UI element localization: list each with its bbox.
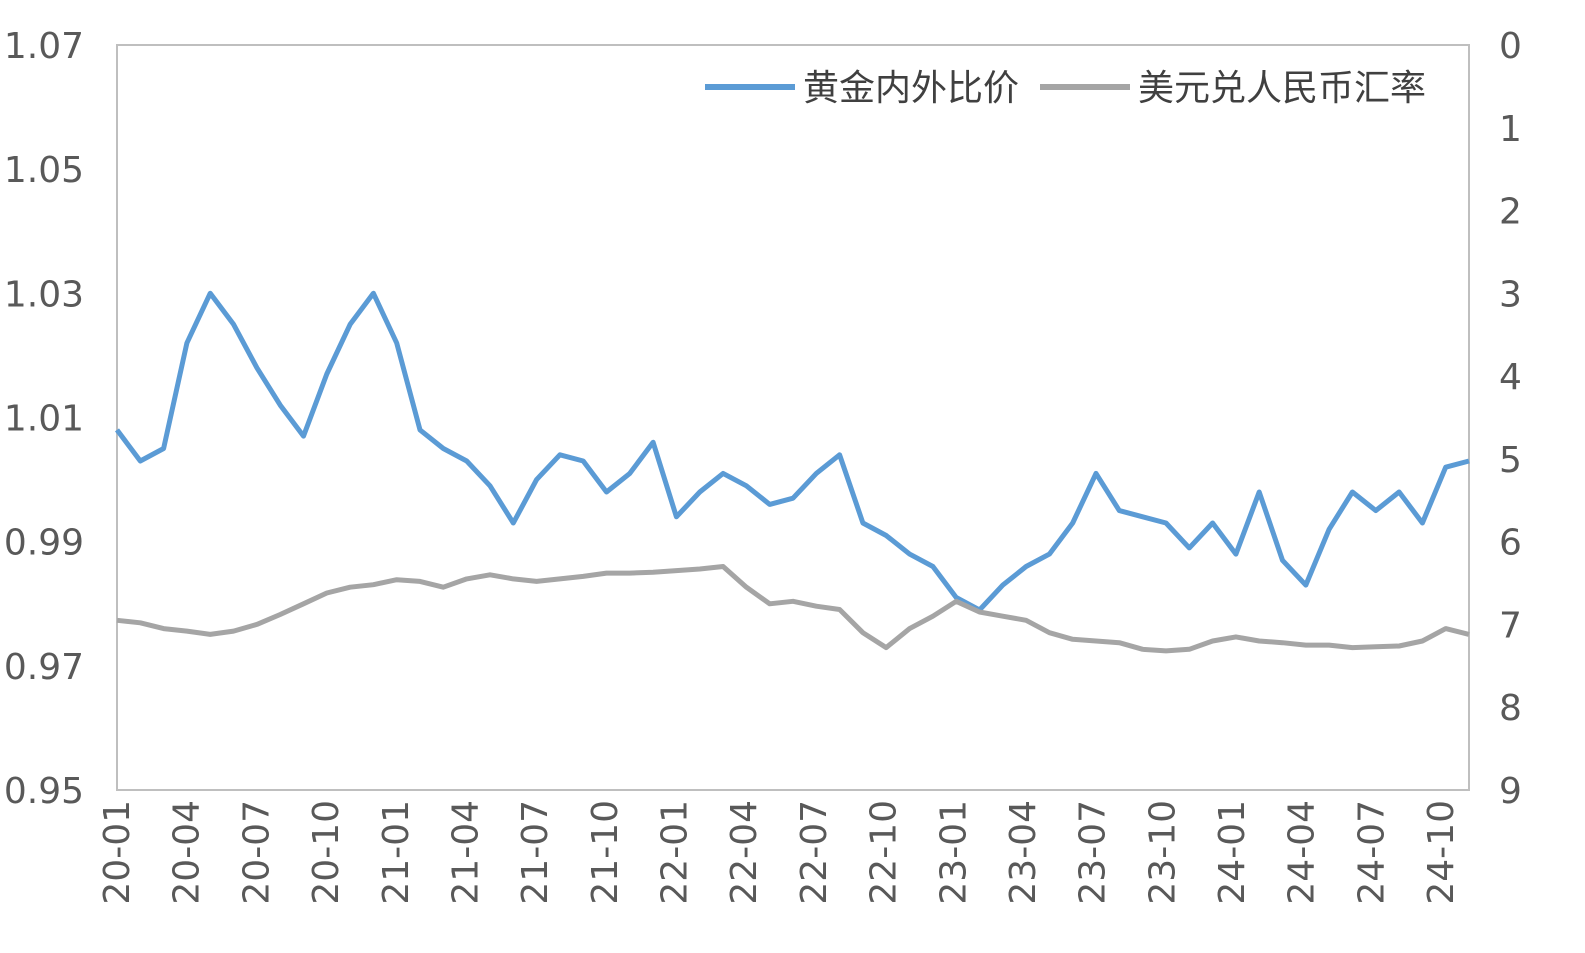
x-tick-label: 20-01: [97, 800, 138, 905]
y-left-tick-label: 1.05: [4, 150, 84, 191]
x-axis-ticks: 20-01 20-04 20-07 20-10 21-01 21-04 21-07 21-10…: [97, 800, 1462, 905]
x-tick-label: 24-07: [1351, 800, 1392, 905]
x-tick-label: 21-01: [376, 800, 417, 905]
y-right-tick-label: 3: [1499, 274, 1522, 315]
x-tick-label: 24-10: [1421, 800, 1462, 905]
y-right-tick-label: 2: [1499, 192, 1522, 233]
y-right-tick-label: 8: [1499, 688, 1522, 729]
y-left-tick-label: 1.03: [4, 274, 84, 315]
x-tick-label: 21-07: [515, 800, 556, 905]
x-tick-label: 20-10: [306, 800, 347, 905]
plot-area-frame: [116, 44, 1470, 791]
y-axis-left-ticks: 1.07 1.05 1.03 1.01 0.99 0.97 0.95: [4, 26, 84, 812]
y-axis-right-ticks: 0 1 2 3 4 5 6 7 8 9: [1499, 26, 1522, 812]
y-right-tick-label: 4: [1499, 357, 1522, 398]
y-left-tick-label: 1.01: [4, 399, 84, 440]
legend-label-usdcny: 美元兑人民币汇率: [1138, 68, 1426, 109]
x-tick-label: 21-10: [585, 800, 626, 905]
x-tick-label: 23-10: [1142, 800, 1183, 905]
series-line-usdcny: [116, 564, 1470, 654]
y-right-tick-label: 7: [1499, 605, 1522, 646]
y-right-tick-label: 0: [1499, 26, 1522, 67]
y-right-tick-label: 5: [1499, 440, 1522, 481]
x-tick-label: 23-07: [1073, 800, 1114, 905]
y-right-tick-label: 1: [1499, 109, 1522, 150]
x-tick-label: 21-04: [445, 800, 486, 905]
x-tick-label: 23-01: [933, 800, 974, 905]
y-left-tick-label: 0.99: [4, 523, 84, 564]
legend: 黄金内外比价 美元兑人民币汇率: [705, 68, 1426, 109]
y-left-tick-label: 0.97: [4, 647, 84, 688]
series-line-gold-ratio: [114, 290, 1470, 613]
x-tick-label: 22-01: [655, 800, 696, 905]
series-layer: [114, 290, 1470, 654]
y-left-tick-label: 1.07: [4, 26, 84, 67]
x-tick-label: 22-07: [794, 800, 835, 905]
x-tick-label: 24-01: [1212, 800, 1253, 905]
x-tick-label: 20-04: [167, 800, 208, 905]
x-tick-label: 22-04: [724, 800, 765, 905]
x-tick-label: 22-10: [864, 800, 905, 905]
y-right-tick-label: 9: [1499, 771, 1522, 812]
x-tick-label: 24-04: [1282, 800, 1323, 905]
legend-label-gold: 黄金内外比价: [803, 68, 1019, 109]
y-right-tick-label: 6: [1499, 523, 1522, 564]
x-tick-label: 23-04: [1003, 800, 1044, 905]
x-tick-label: 20-07: [236, 800, 277, 905]
y-left-tick-label: 0.95: [4, 771, 84, 812]
